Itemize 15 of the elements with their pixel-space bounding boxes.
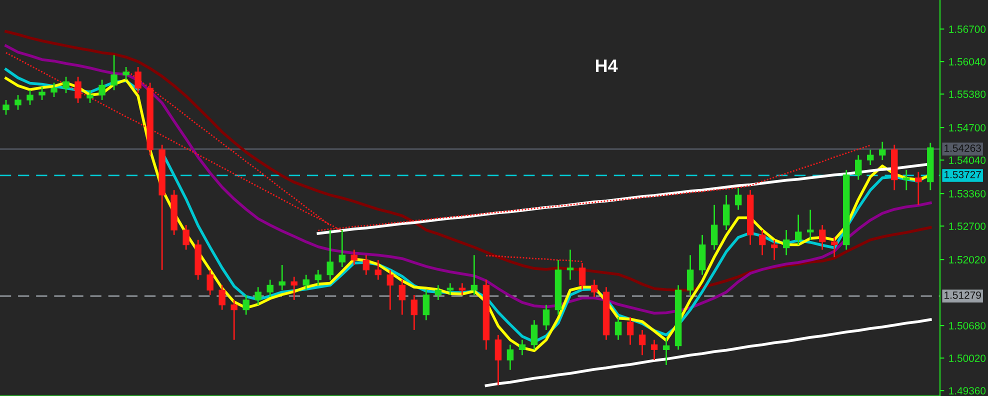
ref-line-label: 1.51279 bbox=[944, 291, 981, 299]
y-tick-label: 1.49360 bbox=[949, 387, 986, 394]
y-tick-label: 1.50680 bbox=[949, 322, 986, 330]
ref-line-label: 1.54263 bbox=[944, 144, 981, 152]
ref-line-label: 1.53727 bbox=[944, 170, 981, 178]
y-tick-label: 1.56040 bbox=[949, 58, 986, 66]
y-tick-label: 1.54700 bbox=[949, 124, 986, 132]
annotation: H4 bbox=[596, 60, 618, 72]
y-tick-label: 1.56700 bbox=[949, 26, 986, 33]
y-tick-label: 1.55380 bbox=[949, 90, 986, 98]
y-tick-label: 1.54040 bbox=[949, 156, 986, 164]
y-tick-label: 1.50020 bbox=[949, 354, 986, 362]
y-tick-label: 1.52020 bbox=[949, 256, 986, 264]
y-tick-label: 1.53360 bbox=[949, 190, 986, 198]
y-tick-label: 1.52700 bbox=[949, 222, 986, 230]
